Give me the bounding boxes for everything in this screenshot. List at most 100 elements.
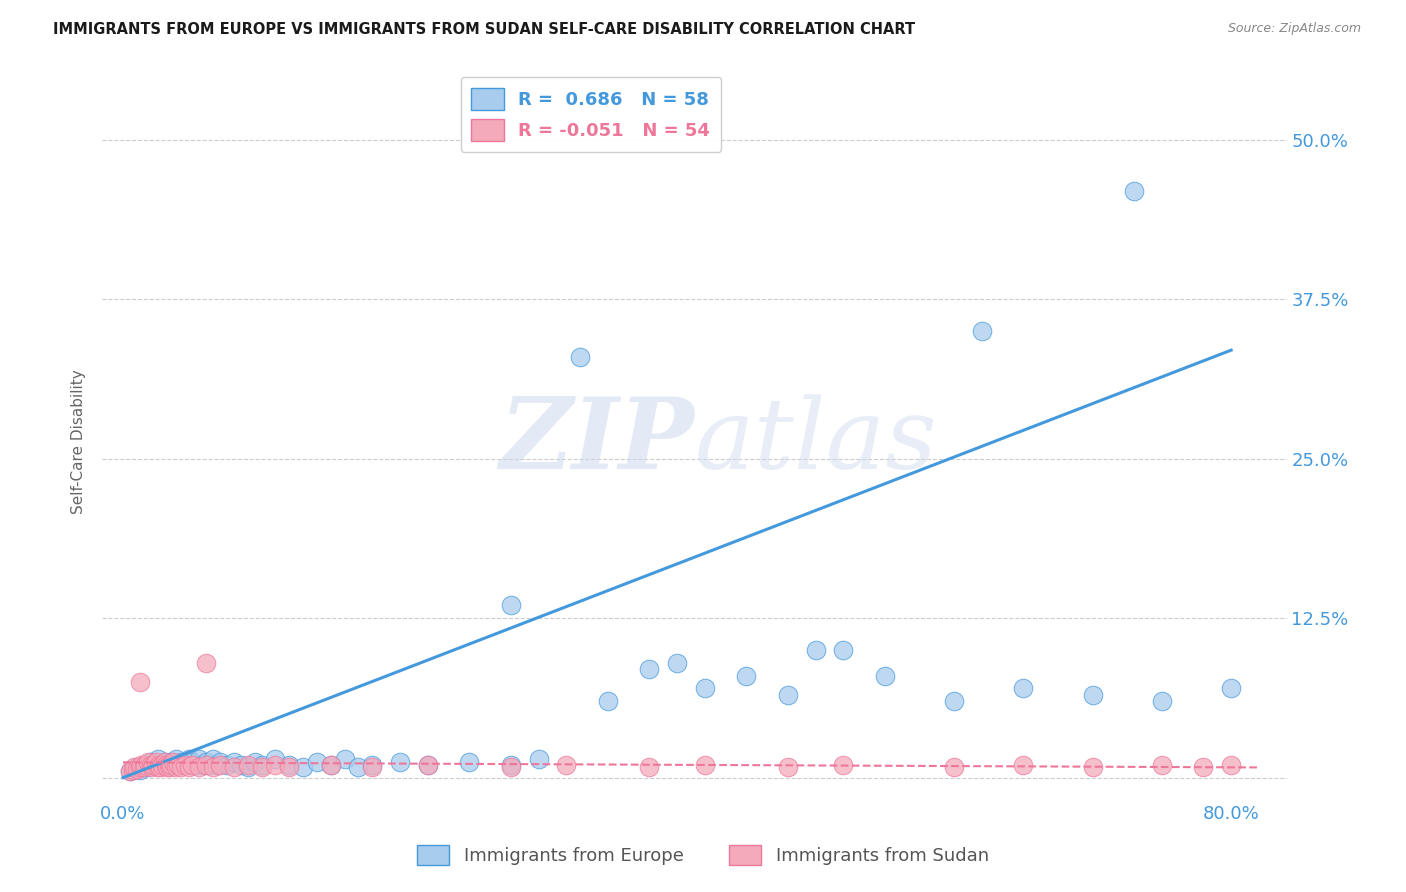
Y-axis label: Self-Care Disability: Self-Care Disability (72, 369, 86, 514)
Point (347, 760, 370, 774)
Point (970, 324, 993, 338)
Point (229, 757, 252, 772)
Point (134, 757, 156, 772)
Point (195, 756, 218, 770)
Point (153, 756, 176, 770)
Point (333, 751, 356, 765)
Point (132, 757, 155, 772)
Point (243, 756, 266, 770)
Point (153, 756, 176, 770)
Point (278, 760, 301, 774)
Legend: R =  0.686   N = 58, R = -0.051   N = 54: R = 0.686 N = 58, R = -0.051 N = 54 (461, 77, 721, 152)
Point (118, 764, 141, 779)
Point (184, 757, 207, 772)
Point (236, 757, 259, 772)
Point (146, 751, 169, 765)
Point (128, 675, 150, 690)
Point (1081, 688, 1104, 702)
Point (141, 760, 163, 774)
Point (1012, 757, 1035, 772)
Point (174, 757, 197, 772)
Point (193, 757, 215, 772)
Point (136, 756, 159, 770)
Point (666, 656, 689, 670)
Point (165, 760, 187, 774)
Point (319, 757, 342, 772)
Point (179, 760, 201, 774)
Point (181, 757, 204, 772)
Point (305, 756, 328, 770)
Point (195, 656, 218, 670)
Point (208, 756, 231, 770)
Point (170, 760, 193, 774)
Point (136, 760, 159, 774)
Point (121, 763, 143, 777)
Text: atlas: atlas (695, 393, 938, 489)
Point (159, 760, 181, 774)
Point (215, 757, 238, 772)
Point (156, 760, 179, 774)
Point (250, 757, 273, 772)
Point (167, 757, 190, 772)
Point (416, 757, 439, 772)
Point (195, 757, 218, 772)
Point (361, 757, 384, 772)
Point (804, 643, 827, 657)
Point (499, 757, 522, 772)
Point (122, 760, 145, 774)
Point (145, 756, 167, 770)
Point (188, 751, 211, 765)
Point (458, 756, 481, 770)
Point (125, 762, 148, 776)
Point (150, 757, 173, 772)
Point (389, 756, 412, 770)
Point (693, 757, 716, 772)
Point (499, 599, 522, 613)
Point (555, 757, 578, 772)
Point (264, 751, 287, 765)
Point (139, 757, 162, 772)
Point (1220, 681, 1243, 696)
Point (292, 760, 315, 774)
Point (142, 757, 165, 772)
Text: IMMIGRANTS FROM EUROPE VS IMMIGRANTS FROM SUDAN SELF-CARE DISABILITY CORRELATION: IMMIGRANTS FROM EUROPE VS IMMIGRANTS FRO… (53, 22, 915, 37)
Point (693, 681, 716, 696)
Point (150, 757, 173, 772)
Point (499, 760, 522, 774)
Point (569, 350, 592, 364)
Point (735, 668, 758, 682)
Point (148, 757, 170, 772)
Point (208, 757, 231, 772)
Point (118, 764, 141, 779)
Point (188, 760, 211, 774)
Point (222, 760, 245, 774)
Point (1081, 760, 1104, 774)
Point (139, 756, 162, 770)
Point (128, 760, 150, 774)
Point (236, 760, 259, 774)
Point (149, 760, 172, 774)
Point (943, 760, 966, 774)
Point (361, 760, 384, 774)
Point (1012, 681, 1035, 696)
Point (174, 757, 197, 772)
Point (205, 757, 228, 772)
Point (832, 643, 855, 657)
Point (943, 694, 966, 708)
Point (278, 757, 301, 772)
Point (165, 751, 187, 765)
Point (125, 760, 148, 774)
Point (155, 757, 177, 772)
Point (832, 757, 855, 772)
Point (1192, 760, 1215, 774)
Text: Source: ZipAtlas.com: Source: ZipAtlas.com (1227, 22, 1361, 36)
Point (222, 756, 245, 770)
Point (596, 694, 619, 708)
Point (132, 760, 155, 774)
Point (157, 757, 180, 772)
Point (638, 760, 661, 774)
Point (1220, 757, 1243, 772)
Point (776, 688, 799, 702)
Point (160, 757, 183, 772)
Point (202, 751, 225, 765)
